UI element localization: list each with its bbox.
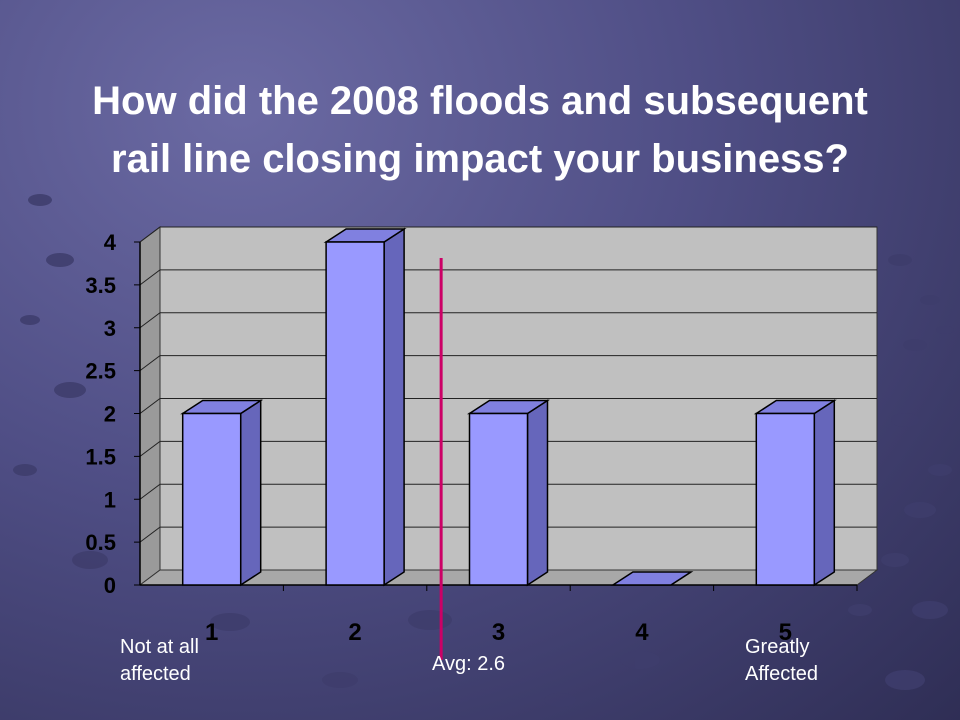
bar [325, 241, 385, 586]
y-tick-label: 1.5 [85, 444, 116, 469]
x-tick-label: 1 [205, 619, 218, 646]
gridline [139, 526, 877, 543]
gridline [139, 483, 877, 500]
bar [468, 412, 529, 586]
x-tick-label: 3 [492, 619, 505, 646]
bar-side [383, 227, 405, 587]
y-tick-label: 0 [104, 573, 116, 598]
gridline [139, 226, 877, 243]
chart-title: How did the 2008 floods and subsequent r… [0, 72, 960, 188]
gridline [139, 398, 877, 414]
gridline [139, 269, 877, 286]
title-line-1: How did the 2008 floods and subsequent [92, 79, 868, 123]
y-tick-label: 2.5 [85, 359, 116, 384]
y-tick-label: 3.5 [85, 273, 116, 298]
average-label: Avg: 2.6 [432, 653, 506, 675]
y-tick-label: 4 [104, 230, 117, 255]
bar [755, 412, 816, 586]
y-tick-label: 3 [104, 316, 116, 341]
bar-side [526, 399, 549, 587]
bar [181, 412, 242, 586]
low-scale-label: Not at all affected [120, 636, 199, 685]
x-tick-label: 2 [348, 619, 361, 646]
bar-side [239, 399, 262, 587]
y-tick-label: 2 [104, 402, 116, 427]
high-scale-label: Greatly Affected [745, 636, 819, 685]
gridline [139, 440, 877, 457]
gridline [139, 355, 877, 372]
y-tick-label: 1 [104, 487, 116, 512]
x-tick-label: 5 [779, 619, 792, 646]
y-tick-label: 0.5 [85, 530, 116, 555]
title-line-2: rail line closing impact your business? [111, 137, 849, 181]
x-tick-label: 4 [635, 619, 649, 646]
gridline [139, 312, 877, 329]
bar-top [610, 571, 694, 586]
bar-side [813, 399, 836, 587]
